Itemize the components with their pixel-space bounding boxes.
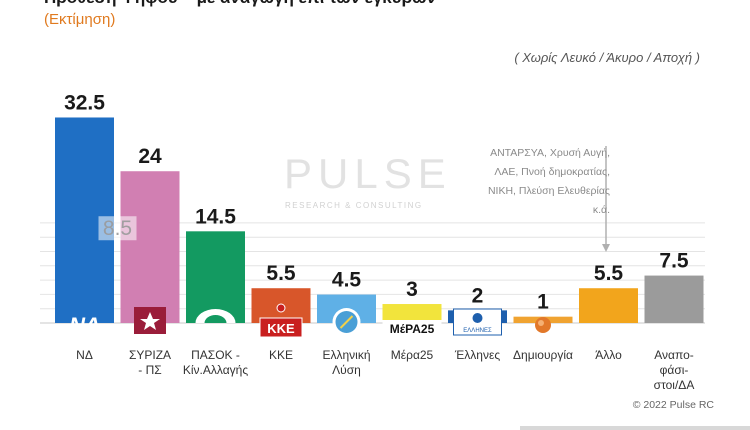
category-label: Δημιουργία <box>513 348 573 362</box>
category-label: Άλλο <box>595 348 622 362</box>
exclusion-note: ( Χωρίς Λευκό / Άκυρο / Αποχή ) <box>514 50 700 65</box>
category-label: ΝΔ <box>76 348 93 362</box>
chart-title: Πρόθεση Ψήφου – με αναγωγή επί των εγκύρ… <box>44 0 436 8</box>
watermark-tagline: RESEARCH & CONSULTING <box>285 201 423 210</box>
category-label: Λύση <box>332 363 361 377</box>
value-label: 5.5 <box>266 262 296 285</box>
ellines-logo-text: ΕΛΛΗΝΕΣ <box>463 328 492 334</box>
category-label: - ΠΣ <box>138 363 161 377</box>
category-label: Ελληνική <box>322 348 370 362</box>
category-label: ΚΚΕ <box>269 348 293 362</box>
figure-icon <box>472 313 483 323</box>
category-label: στοι/ΔΑ <box>654 378 695 392</box>
party-logos: ΝΔ ΚΚΕ ΜέΡΑ25 ΕΛΛΗΝΕΣ 8.5 <box>69 216 551 338</box>
bar <box>579 288 638 323</box>
nd-logo: ΝΔ <box>69 313 100 338</box>
bar <box>186 231 245 323</box>
annotation-line: ΝΙΚΗ, Πλεύση Ελευθερίας κ.ά. <box>487 185 610 216</box>
compass-needle-icon <box>339 315 354 329</box>
value-labels: 32.5 24 14.5 5.5 4.5 3 2 1 5.5 7.5 <box>64 91 689 313</box>
value-label: 1 <box>537 291 549 314</box>
category-label: ΣΥΡΙΖΑ <box>129 348 171 362</box>
category-label: Κίν.Αλλαγής <box>183 363 248 377</box>
annotation-line: ΛΑΕ, Πνοή δημοκρατίας, <box>494 166 610 178</box>
value-label: 3 <box>406 278 418 301</box>
value-label: 24 <box>138 145 162 168</box>
value-label: 32.5 <box>64 91 105 114</box>
category-label: Αναπο- <box>654 348 694 362</box>
copyright-text: © 2022 Pulse RC <box>632 399 714 411</box>
watermark-brand: PULSE <box>284 150 452 197</box>
bar <box>120 171 180 323</box>
category-label: Έλληνες <box>454 348 500 362</box>
brain-detail-icon <box>538 320 544 326</box>
hammer-sickle-icon <box>276 303 286 313</box>
bottom-rule <box>520 426 750 430</box>
star-icon <box>140 312 160 330</box>
value-label: 4.5 <box>332 269 362 292</box>
sun-core-icon <box>204 315 227 323</box>
inner-label-bg <box>98 216 137 241</box>
category-labels: ΝΔ ΣΥΡΙΖΑ- ΠΣ ΠΑΣΟΚ -Κίν.Αλλαγής ΚΚΕ Ελληνικ… <box>76 348 694 392</box>
inner-value-label: 8.5 <box>103 217 132 240</box>
other-parties-annotation: ΑΝΤΑΡΣΥΑ, Χρυσή Αυγή, ΛΑΕ, Πνοή δημοκρατ… <box>470 144 610 220</box>
category-label: φάσι- <box>660 363 689 377</box>
annotation-arrow-icon <box>602 244 610 252</box>
kke-logo <box>259 317 303 338</box>
mera25-logo: ΜέΡΑ25 <box>390 322 435 336</box>
value-label: 5.5 <box>594 262 624 285</box>
bars <box>55 117 704 323</box>
value-label: 7.5 <box>659 250 689 273</box>
category-label: ΠΑΣΟΚ - <box>191 348 240 362</box>
annotation-line: ΑΝΤΑΡΣΥΑ, Χρυσή Αυγή, <box>490 147 610 159</box>
category-label: Μέρα25 <box>391 348 434 362</box>
bar <box>644 275 704 323</box>
mera25-logo-bg <box>382 320 442 336</box>
value-label: 2 <box>472 284 484 307</box>
bar <box>382 304 442 323</box>
kke-logo-text: ΚΚΕ <box>267 321 295 336</box>
value-label: 14.5 <box>195 205 236 228</box>
chart-subtitle: (Εκτίμηση) <box>44 11 116 28</box>
